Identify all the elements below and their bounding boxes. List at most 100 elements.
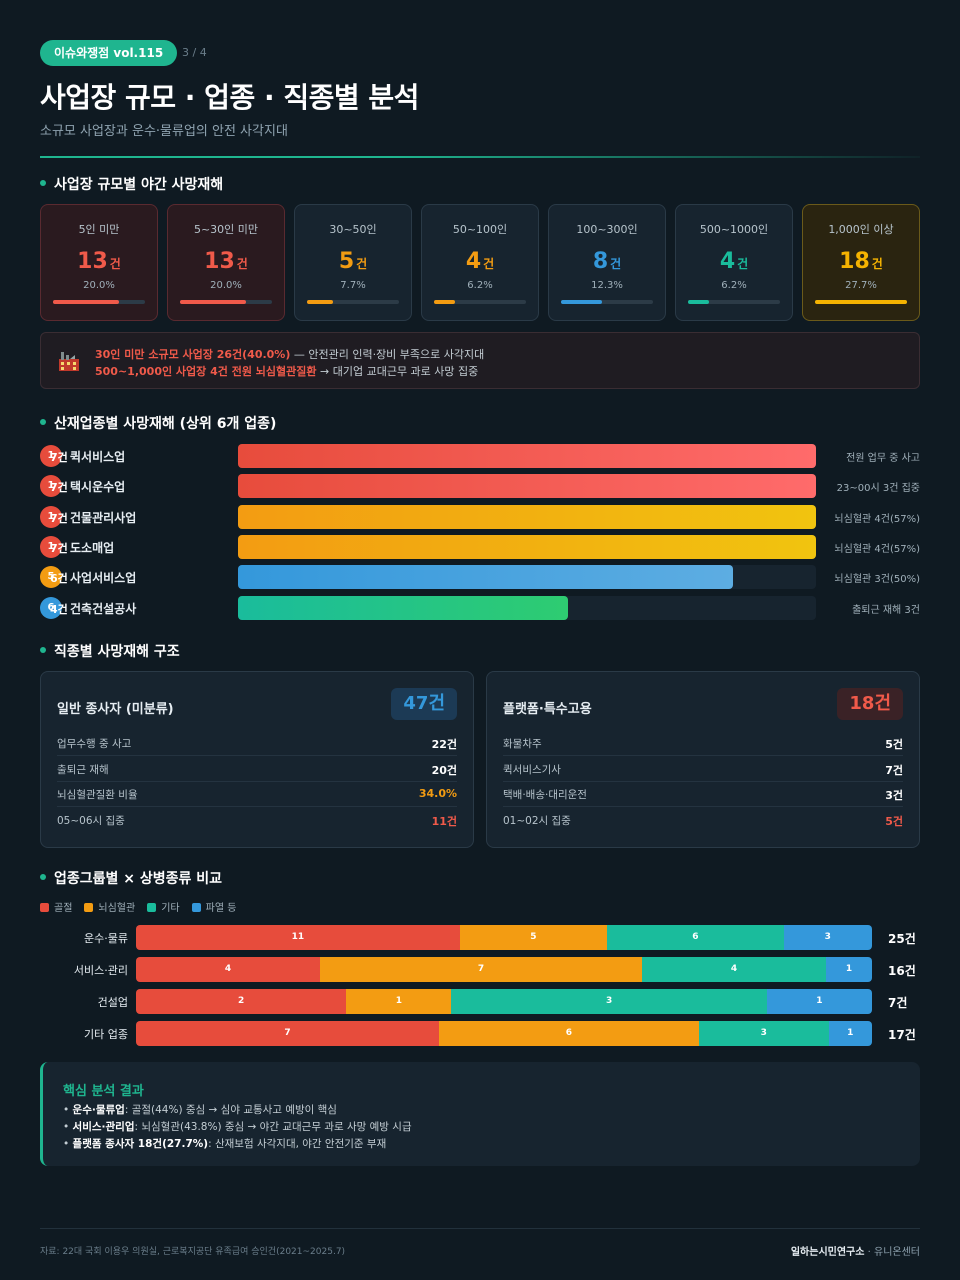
size-card-fill [561,300,602,304]
size-card: 30~50인 5 건 7.7% [294,204,412,321]
size-card: 5~30인 미만 13 건 20.0% [167,204,285,321]
job-panel-row-value: 11건 [431,814,457,828]
stack-segment: 1 [766,989,872,1014]
industry-bar [238,595,569,620]
stack-row: 서비스·관리 4 7 4 1 16건 [40,957,920,982]
stack-row-label: 운수·물류 [84,932,128,945]
job-panel-title: 플랫폼·특수고용 [503,702,592,717]
industry-value-label: 7건 [50,481,68,495]
credit: 일하는시민연구소 · 유니온센터 [791,1243,920,1258]
size-card-unit: 건 [483,257,495,271]
industry-name: 건물관리사업 [70,510,137,525]
size-card: 1,000인 이상 18 건 27.7% [802,204,920,321]
size-card-label: 500~1000인 [699,223,769,236]
job-panel-row-label: 01~02시 집중 [503,814,571,827]
industry-row: 1 퀵서비스업 7건 전원 업무 중 사고 [40,444,920,468]
job-panel-row-label: 업무수행 중 사고 [57,738,132,750]
size-card-number: 4 [465,249,482,274]
industry-row: 6 건축건설공사 4건 출퇴근 재해 3건 [40,595,920,620]
stack-row-label: 서비스·관리 [73,964,128,977]
size-card: 100~300인 8 건 12.3% [548,204,666,321]
industry-row: 1 건물관리사업 7건 뇌심혈관 4건(57%) [40,504,920,529]
job-panel-row: 택배·배송·대리운전 3건 [503,781,903,807]
industry-track [238,595,816,620]
credit-org: 일하는시민연구소 [790,1247,865,1258]
industry-name: 건축건설공사 [70,601,137,616]
size-card-unit: 건 [236,257,248,271]
industry-track [238,504,816,529]
job-panel-row-value: 7건 [885,763,903,777]
size-card-percent: 20.0% [83,280,115,291]
stack-row-label: 기타 업종 [84,1028,128,1041]
size-card-number: 13 [204,249,235,274]
stack-row: 건설업 2 1 3 1 7건 [40,989,920,1014]
size-card: 500~1000인 4 건 6.2% [675,204,793,321]
job-panel-row-value: 3건 [885,789,903,802]
bullet-dot-icon [40,647,46,653]
legend-swatch-icon [191,903,201,912]
size-card-percent: 12.3% [591,280,623,291]
job-panel-row: 뇌심혈관질환 비율 34.0% [57,781,457,807]
job-panel-row-value: 34.0% [418,787,457,800]
stack-total: 16건 [888,964,916,978]
legend-label: 뇌심혈관 [98,903,136,914]
job-panel: 일반 종사자 (미분류) 47건 업무수행 중 사고 22건 출퇴근 재해 20건 뇌심혈관… [40,671,474,848]
industry-track [238,534,816,559]
size-card-count: 13 건 [41,249,157,274]
industry-note: 전원 업무 중 사고 [846,453,920,464]
size-card-number: 8 [592,249,609,274]
industry-name: 도소매업 [70,540,115,555]
section-group-heading: 업종그룹별 × 상병종류 비교 [40,868,222,888]
industry-value-label: 6건 [50,572,68,586]
size-card-unit: 건 [737,257,749,271]
factory-icon [59,352,79,371]
rank-badge: 1 [40,535,62,558]
stack-segment: 7 [320,957,642,982]
size-card-fill [688,300,709,304]
credit-partner: · 유니온센터 [864,1247,920,1258]
stack-row: 기타 업종 7 6 3 1 17건 [40,1021,920,1046]
alert-line-2-rest: → 대기업 교대근무 과로 사망 집중 [316,365,479,378]
summary-line-rest: : 산재보험 사각지대, 야간 안전기준 부재 [208,1138,387,1150]
alert-box: 30인 미만 소규모 사업장 26건(40.0%) — 안전관리 인력·장비 부… [40,332,920,389]
size-card-percent: 7.7% [340,280,366,291]
section-industry-heading: 산재업종별 사망재해 (상위 6개 업종) [40,413,276,433]
summary-line-rest: : 골절(44%) 중심 → 심야 교통사고 예방이 핵심 [124,1104,337,1116]
job-panel-title: 일반 종사자 (미분류) [57,702,174,717]
stack-row-label: 건설업 [97,996,128,1009]
job-panel-row: 퀵서비스기사 7건 [503,756,903,782]
header-divider [40,156,920,158]
size-card-label: 5인 미만 [78,223,120,236]
stack-segment: 1 [826,957,872,982]
stack-total: 7건 [888,996,908,1010]
section-industry-label: 산재업종별 사망재해 (상위 6개 업종) [54,416,277,432]
industry-note: 23~00시 3건 집중 [836,483,920,495]
stack-segment: 11 [136,925,460,950]
industry-value-label: 7건 [50,451,68,464]
stack-segment: 6 [439,1021,699,1046]
job-panel-row-label: 출퇴근 재해 [57,763,109,776]
size-card-track [180,300,272,304]
summary-line-bold: 플랫폼 종사자 18건(27.7%) [72,1138,209,1150]
stack-segment: 6 [607,925,784,950]
stack-segment: 5 [459,925,608,950]
section-job-heading: 직종별 사망재해 구조 [40,641,180,661]
job-panel: 플랫폼·특수고용 18건 화물차주 5건 퀵서비스기사 7건 택배·배송·대리운전 3건 01~… [486,671,920,848]
page-indicator: 3 / 4 [182,46,207,59]
legend-swatch-icon [84,903,94,912]
section-group-label: 업종그룹별 × 상병종류 비교 [54,871,223,887]
industry-value-label: 7건 [50,511,68,525]
summary-heading: 핵심 분석 결과 [63,1084,144,1099]
stack-total: 25건 [888,932,916,946]
size-card-count: 13 건 [168,249,284,274]
size-card-unit: 건 [610,257,622,271]
industry-note: 뇌심혈관 4건(57%) [834,513,920,525]
bullet-dot-icon [40,874,46,880]
alert-line-1-rest: — 안전관리 인력·장비 부족으로 사각지대 [290,348,485,361]
size-card-number: 13 [77,249,108,274]
job-panel-row-value: 22건 [431,738,457,751]
industry-row: 1 도소매업 7건 뇌심혈관 4건(57%) [40,534,920,559]
legend-item: 파열 등 [191,899,236,914]
